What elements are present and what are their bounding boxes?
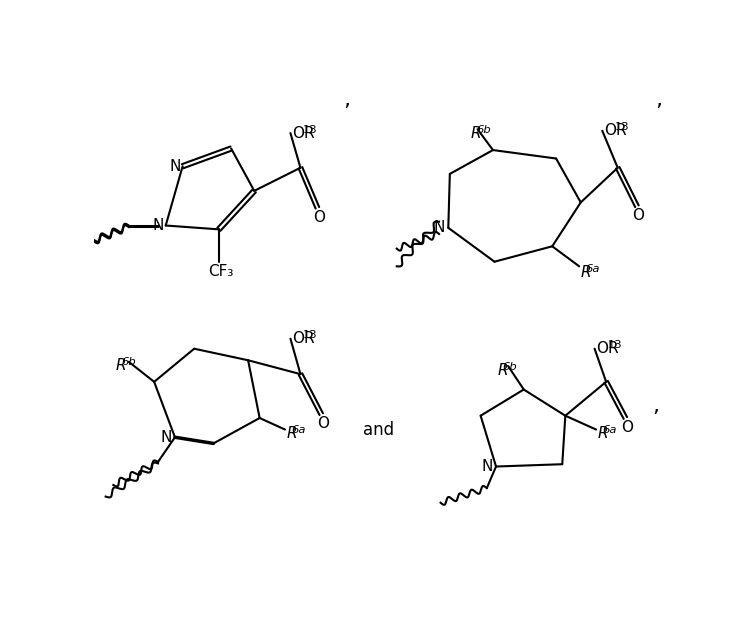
Text: R: R xyxy=(116,358,127,373)
Text: R: R xyxy=(286,426,297,441)
Text: O: O xyxy=(313,210,325,225)
Text: N: N xyxy=(152,218,164,233)
Text: O: O xyxy=(621,420,633,435)
Text: N: N xyxy=(481,459,492,474)
Text: N: N xyxy=(433,220,445,236)
Text: 6b: 6b xyxy=(502,362,517,372)
Text: R: R xyxy=(497,363,508,378)
Text: OR: OR xyxy=(292,331,314,346)
Text: ,: , xyxy=(652,396,660,416)
Text: OR: OR xyxy=(292,126,314,141)
Text: OR: OR xyxy=(604,123,627,138)
Text: 6b: 6b xyxy=(476,124,491,134)
Text: 13: 13 xyxy=(615,122,630,133)
Text: OR: OR xyxy=(596,341,618,356)
Text: ,: , xyxy=(343,90,350,110)
Text: 6a: 6a xyxy=(586,264,600,274)
Text: 6a: 6a xyxy=(292,425,306,435)
Text: 13: 13 xyxy=(303,330,318,340)
Text: ,: , xyxy=(655,90,662,110)
Text: O: O xyxy=(632,208,644,223)
Text: 13: 13 xyxy=(303,124,318,134)
Text: 6a: 6a xyxy=(603,425,617,435)
Text: and: and xyxy=(363,421,395,438)
Text: R: R xyxy=(598,426,608,441)
Text: CF₃: CF₃ xyxy=(207,264,233,279)
Text: N: N xyxy=(169,159,181,174)
Text: 6b: 6b xyxy=(121,357,136,367)
Text: O: O xyxy=(317,416,329,431)
Text: N: N xyxy=(160,430,171,445)
Text: R: R xyxy=(581,265,591,280)
Text: R: R xyxy=(471,126,482,141)
Text: 13: 13 xyxy=(607,340,622,350)
